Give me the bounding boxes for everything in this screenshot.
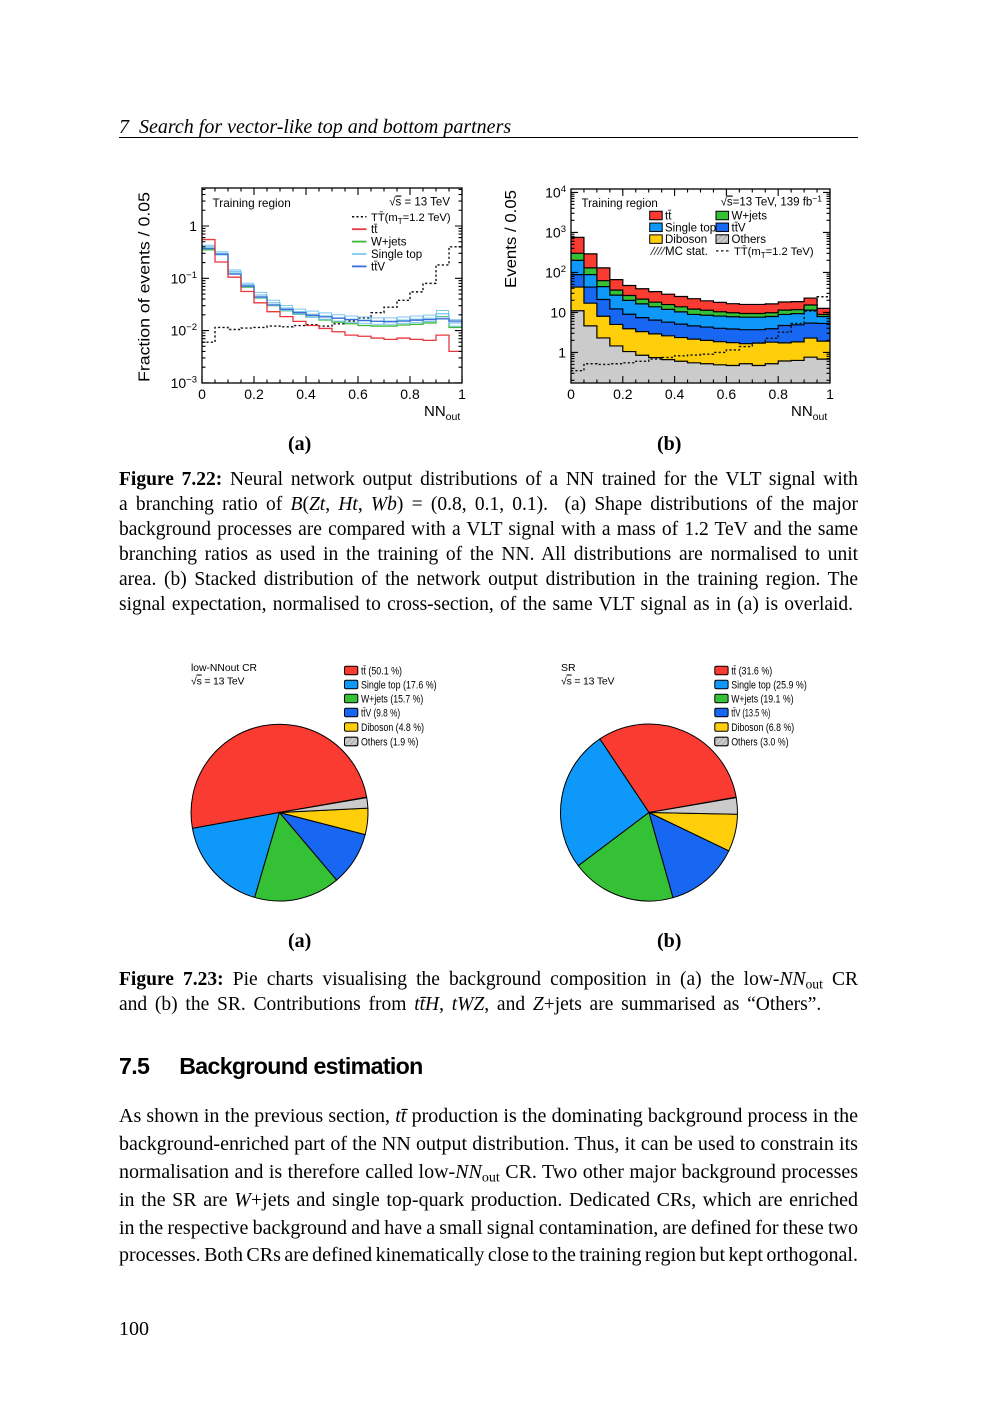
svg-text:0.6: 0.6 (348, 386, 368, 402)
svg-text:1: 1 (558, 344, 566, 360)
svg-text:√s = 13 TeV: √s = 13 TeV (191, 676, 245, 688)
svg-text:Diboson (4.8 %): Diboson (4.8 %) (361, 722, 424, 734)
svg-text:Single top: Single top (665, 222, 716, 234)
svg-text:Others (3.0 %): Others (3.0 %) (731, 736, 788, 748)
svg-text:TT̄(mT=1.2 TeV): TT̄(mT=1.2 TeV) (371, 211, 451, 226)
svg-text:low-NNout CR: low-NNout CR (191, 662, 257, 674)
svg-text:NNout: NNout (791, 403, 827, 423)
svg-text:tt̄V (9.8 %): tt̄V (9.8 %) (361, 707, 400, 719)
svg-text:SR: SR (561, 662, 576, 674)
svg-text:tt̄ (31.6 %): tt̄ (31.6 %) (731, 665, 772, 677)
svg-text:Single top: Single top (371, 249, 422, 261)
svg-text:0.2: 0.2 (244, 386, 264, 402)
svg-text:TT̄(mT=1.2 TeV): TT̄(mT=1.2 TeV) (734, 245, 814, 260)
svg-text:1: 1 (458, 386, 466, 402)
svg-text:tt̄V (13.5 %): tt̄V (13.5 %) (731, 707, 770, 719)
svg-text:0: 0 (198, 386, 206, 402)
svg-text:10−2: 10−2 (171, 322, 197, 339)
svg-text:tt̄: tt̄ (371, 224, 378, 236)
svg-text:Training region: Training region (213, 196, 291, 210)
svg-text:Fraction of events / 0.05: Fraction of events / 0.05 (137, 192, 154, 382)
svg-text:0.4: 0.4 (665, 386, 685, 402)
svg-text:√s = 13 TeV: √s = 13 TeV (389, 196, 450, 209)
svg-text:0.6: 0.6 (717, 386, 737, 402)
svg-text:Single top (17.6 %): Single top (17.6 %) (361, 679, 437, 691)
svg-text:Single top (25.9 %): Single top (25.9 %) (731, 679, 807, 691)
svg-text:0.8: 0.8 (768, 386, 788, 402)
svg-text:W+jets: W+jets (732, 211, 768, 223)
svg-text:Training region: Training region (582, 198, 658, 210)
svg-text:NNout: NNout (424, 403, 460, 423)
svg-text:W+jets (15.7 %): W+jets (15.7 %) (361, 693, 423, 705)
svg-text:W+jets: W+jets (371, 237, 407, 249)
svg-text:Diboson (6.8 %): Diboson (6.8 %) (731, 722, 794, 734)
svg-text:√s = 13 TeV: √s = 13 TeV (561, 676, 615, 688)
svg-text:tt̄V: tt̄V (732, 222, 746, 234)
svg-text:Others: Others (732, 234, 767, 246)
svg-text:√s=13 TeV, 139 fb−1: √s=13 TeV, 139 fb−1 (721, 194, 823, 209)
svg-text:tt̄V: tt̄V (371, 261, 385, 273)
svg-text:Others (1.9 %): Others (1.9 %) (361, 736, 418, 748)
svg-text:1: 1 (189, 218, 197, 234)
svg-text:Events / 0.05: Events / 0.05 (503, 190, 520, 288)
svg-text:tt̄ (50.1 %): tt̄ (50.1 %) (361, 665, 402, 677)
svg-text:0.8: 0.8 (400, 386, 420, 402)
svg-text:W+jets (19.1 %): W+jets (19.1 %) (731, 693, 793, 705)
svg-text:tt̄: tt̄ (665, 210, 672, 222)
svg-text:10−3: 10−3 (171, 374, 197, 391)
svg-text:103: 103 (545, 224, 566, 241)
svg-text:0.2: 0.2 (613, 386, 633, 402)
svg-text:0.4: 0.4 (296, 386, 316, 402)
svg-text:1: 1 (826, 386, 834, 402)
svg-text:10: 10 (550, 304, 566, 320)
svg-text:MC stat.: MC stat. (665, 246, 708, 258)
svg-text:102: 102 (545, 264, 566, 281)
svg-text:104: 104 (545, 184, 566, 201)
svg-text:0: 0 (567, 386, 575, 402)
svg-text:Diboson: Diboson (665, 234, 707, 246)
svg-text:10−1: 10−1 (171, 270, 197, 287)
